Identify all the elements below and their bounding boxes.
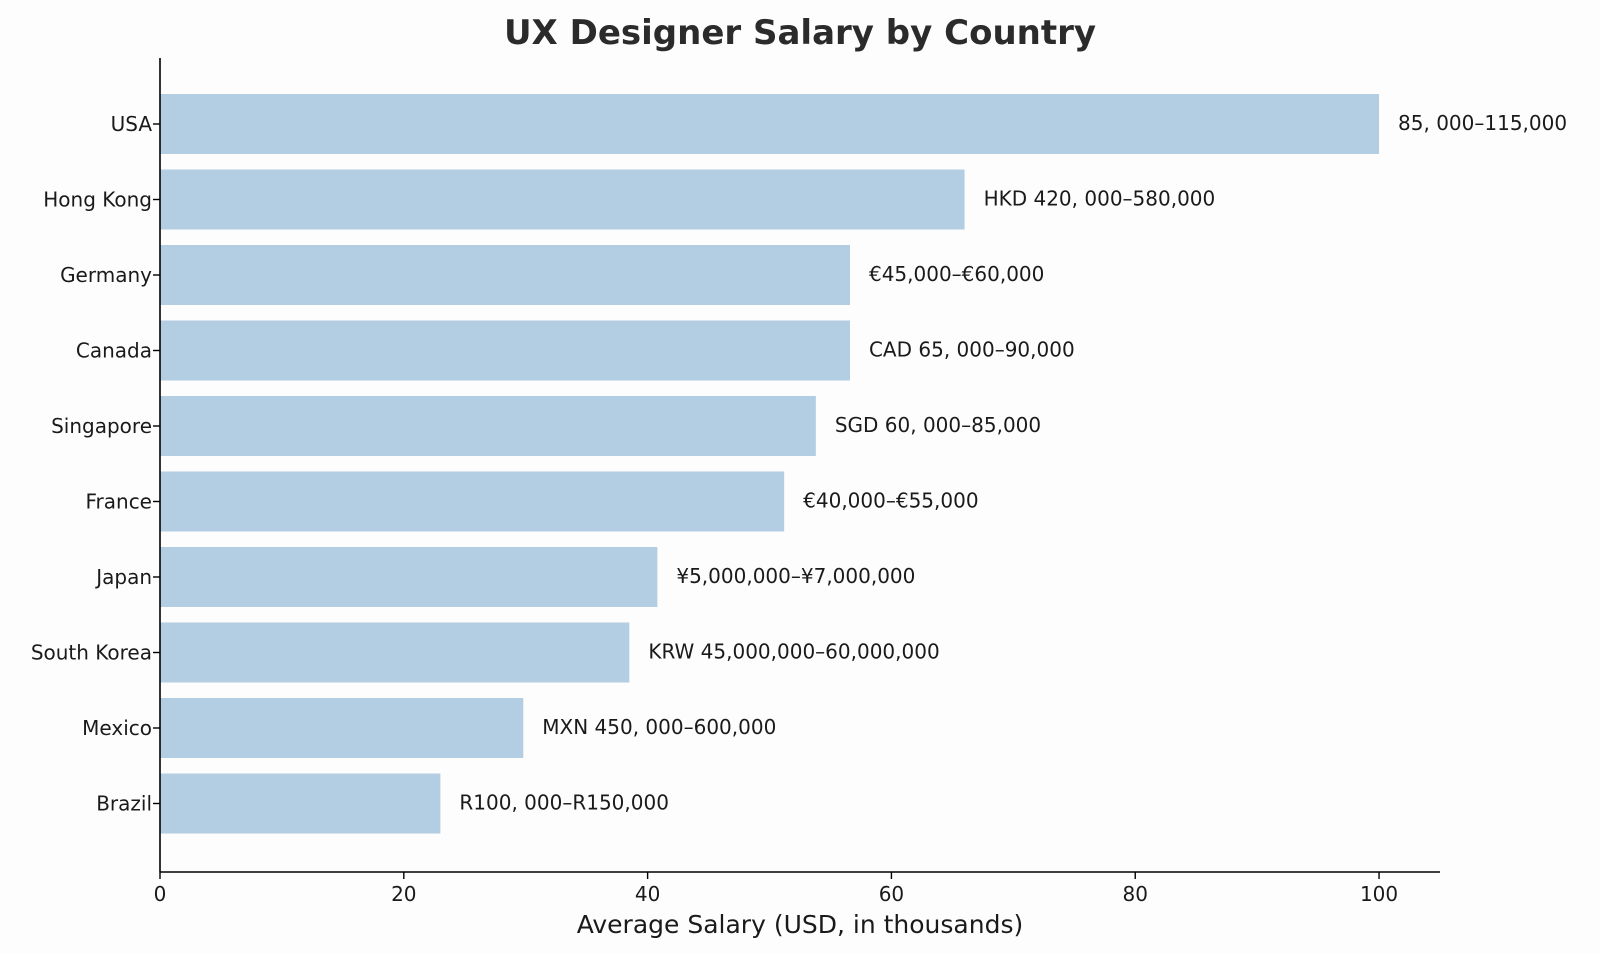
bar-germany	[160, 245, 850, 305]
chart-title: UX Designer Salary by Country	[504, 13, 1096, 53]
category-label: Brazil	[96, 792, 152, 816]
bar-mexico	[160, 698, 524, 758]
data-label: €40,000–€55,000	[803, 489, 978, 513]
x-tick-label: 60	[879, 882, 904, 906]
data-label: MXN 450, 000–600,000	[542, 715, 776, 739]
data-label: CAD 65, 000–90,000	[869, 338, 1075, 362]
bar-brazil	[160, 773, 441, 834]
data-label: SGD 60, 000–85,000	[835, 413, 1041, 437]
category-label: Singapore	[51, 414, 152, 438]
data-label: R100, 000–R150,000	[459, 791, 669, 815]
x-tick-label: 100	[1360, 882, 1398, 906]
category-label: Japan	[94, 565, 152, 589]
x-tick-label: 80	[1123, 882, 1148, 906]
bar-japan	[160, 547, 658, 607]
x-axis-ticks: 0 20 40 60 80 100	[154, 872, 1398, 906]
x-axis-title: Average Salary (USD, in thousands)	[577, 910, 1024, 939]
bar-canada	[160, 320, 850, 381]
bar-france	[160, 471, 785, 532]
data-label: ¥5,000,000–¥7,000,000	[676, 564, 915, 588]
data-label: KRW 45,000,000–60,000,000	[648, 640, 939, 664]
x-tick-label: 0	[154, 882, 167, 906]
data-label: €45,000–€60,000	[869, 262, 1044, 286]
category-label: France	[85, 490, 152, 514]
data-label: 85, 000–115,000	[1398, 111, 1567, 135]
data-label: HKD 420, 000–580,000	[984, 187, 1216, 211]
category-label: Germany	[60, 263, 152, 287]
category-label: Mexico	[82, 716, 152, 740]
x-tick-label: 20	[391, 882, 416, 906]
bars-layer: USA 85, 000–115,000 Hong Kong HKD 420, 000–…	[31, 94, 1567, 834]
bar-hong-kong	[160, 169, 965, 230]
bar-singapore	[160, 396, 816, 456]
x-tick-label: 40	[635, 882, 660, 906]
bar-usa	[160, 94, 1380, 154]
category-label: South Korea	[31, 641, 152, 665]
bar-south-korea	[160, 622, 630, 683]
category-label: Hong Kong	[43, 188, 152, 212]
category-label: USA	[111, 112, 153, 136]
category-label: Canada	[76, 339, 152, 363]
